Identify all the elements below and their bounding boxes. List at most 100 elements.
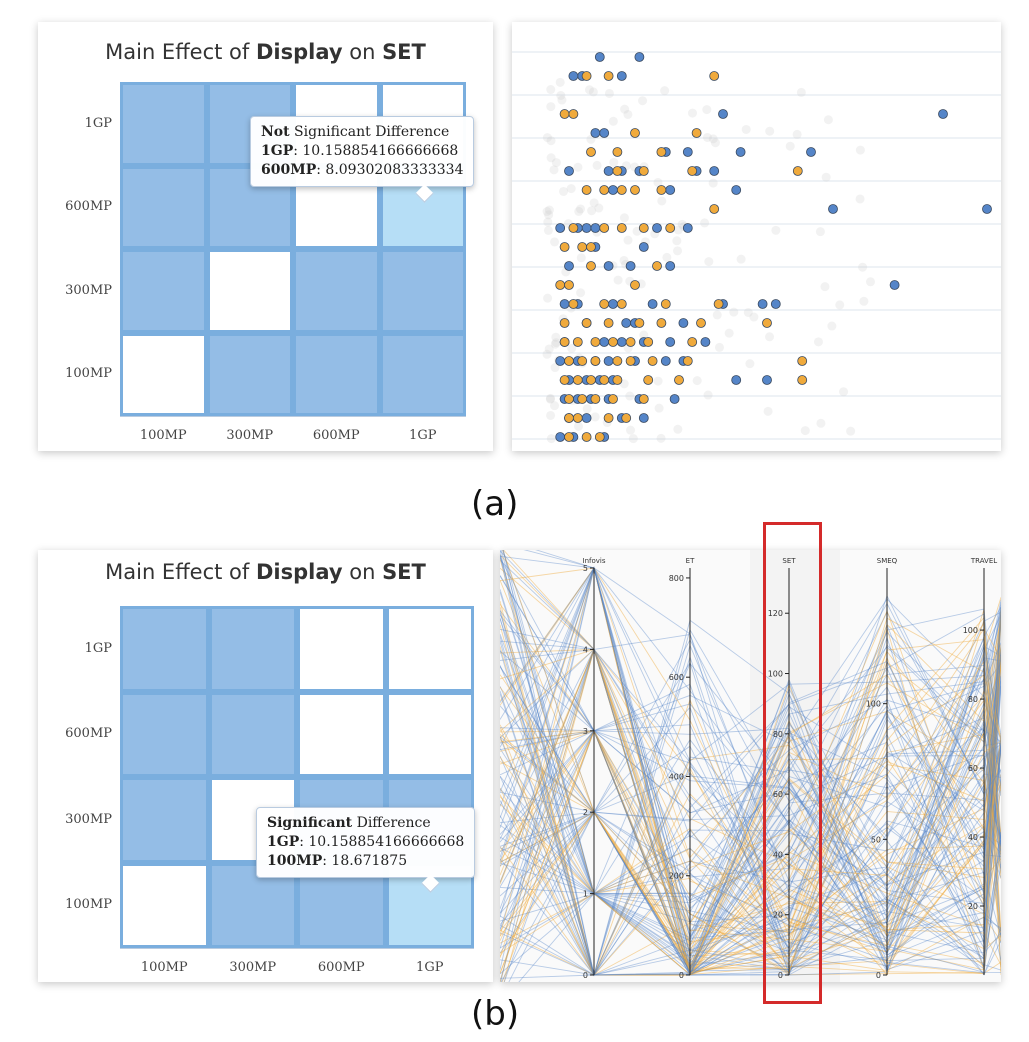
scatter-point-blue[interactable] bbox=[665, 185, 676, 195]
scatter-point-orange[interactable] bbox=[555, 280, 566, 290]
scatter-point-orange[interactable] bbox=[586, 375, 596, 385]
scatter-point-orange[interactable] bbox=[559, 337, 570, 347]
scatter-point-orange[interactable] bbox=[599, 223, 610, 233]
scatter-point-orange[interactable] bbox=[621, 413, 632, 423]
scatter-point-orange[interactable] bbox=[572, 375, 583, 385]
matrix-cell[interactable] bbox=[120, 606, 209, 692]
matrix-cell[interactable] bbox=[293, 249, 380, 333]
scatter-point-orange[interactable] bbox=[656, 147, 667, 157]
scatter-point-orange[interactable] bbox=[564, 432, 574, 442]
scatter-point-blue[interactable] bbox=[660, 356, 671, 366]
scatter-point-orange[interactable] bbox=[616, 223, 627, 233]
scatter-point-orange[interactable] bbox=[586, 242, 596, 252]
scatter-point-blue[interactable] bbox=[559, 299, 570, 309]
scatter-point-orange[interactable] bbox=[577, 394, 588, 404]
scatter-point-orange[interactable] bbox=[625, 337, 636, 347]
scatter-point-orange[interactable] bbox=[709, 71, 720, 81]
scatter-point-blue[interactable] bbox=[603, 166, 614, 176]
scatter-point-blue[interactable] bbox=[590, 128, 601, 138]
scatter-point-orange[interactable] bbox=[638, 166, 649, 176]
scatter-point-blue[interactable] bbox=[682, 147, 693, 157]
scatter-point-blue[interactable] bbox=[682, 223, 693, 233]
scatter-point-blue[interactable] bbox=[564, 261, 574, 271]
matrix-cell[interactable] bbox=[120, 691, 209, 777]
scatter-point-blue[interactable] bbox=[594, 52, 605, 62]
matrix-cell[interactable] bbox=[206, 332, 293, 416]
scatter-point-orange[interactable] bbox=[603, 318, 614, 328]
scatter-point-orange[interactable] bbox=[612, 147, 623, 157]
scatter-point-orange[interactable] bbox=[665, 223, 676, 233]
scatter-point-orange[interactable] bbox=[630, 185, 640, 195]
scatter-point-orange[interactable] bbox=[599, 299, 610, 309]
scatter-point-orange[interactable] bbox=[656, 185, 667, 195]
scatter-point-orange[interactable] bbox=[559, 242, 570, 252]
scatter-point-orange[interactable] bbox=[792, 166, 803, 176]
scatter-point-blue[interactable] bbox=[603, 356, 614, 366]
scatter-point-orange[interactable] bbox=[581, 71, 592, 81]
scatter-point-orange[interactable] bbox=[674, 375, 684, 385]
scatter-point-orange[interactable] bbox=[559, 375, 570, 385]
matrix-cell[interactable] bbox=[208, 606, 297, 692]
scatter-point-orange[interactable] bbox=[577, 356, 588, 366]
scatter-point-orange[interactable] bbox=[581, 185, 592, 195]
scatter-point-blue[interactable] bbox=[608, 185, 618, 195]
scatter-point-orange[interactable] bbox=[603, 413, 614, 423]
scatter-point-orange[interactable] bbox=[559, 318, 570, 328]
scatter-point-orange[interactable] bbox=[572, 337, 583, 347]
scatter-point-blue[interactable] bbox=[735, 147, 746, 157]
scatter-point-orange[interactable] bbox=[568, 223, 579, 233]
scatter-point-orange[interactable] bbox=[599, 185, 610, 195]
matrix-cell[interactable] bbox=[297, 691, 386, 777]
scatter-point-blue[interactable] bbox=[581, 223, 592, 233]
matrix-cell[interactable] bbox=[297, 606, 386, 692]
matrix-cell[interactable] bbox=[385, 606, 474, 692]
scatter-point-blue[interactable] bbox=[709, 166, 720, 176]
scatter-point-orange[interactable] bbox=[660, 299, 671, 309]
scatter-point-orange[interactable] bbox=[559, 109, 570, 119]
matrix-cell[interactable] bbox=[120, 165, 207, 249]
matrix-cell[interactable] bbox=[379, 249, 466, 333]
scatter-point-blue[interactable] bbox=[616, 71, 627, 81]
scatter-point-blue[interactable] bbox=[762, 375, 772, 385]
matrix-cell[interactable] bbox=[208, 691, 297, 777]
matrix-cell[interactable] bbox=[379, 332, 466, 416]
scatter-point-blue[interactable] bbox=[616, 337, 627, 347]
scatter-point-orange[interactable] bbox=[586, 147, 596, 157]
matrix-cell[interactable] bbox=[206, 249, 293, 333]
scatter-point-blue[interactable] bbox=[731, 375, 742, 385]
scatter-point-orange[interactable] bbox=[643, 337, 654, 347]
scatter-point-orange[interactable] bbox=[634, 318, 645, 328]
scatter-point-orange[interactable] bbox=[564, 413, 574, 423]
scatter-point-blue[interactable] bbox=[638, 242, 649, 252]
scatter-point-orange[interactable] bbox=[638, 394, 649, 404]
scatter-point-orange[interactable] bbox=[581, 432, 592, 442]
scatter-point-orange[interactable] bbox=[696, 318, 706, 328]
scatter-point-orange[interactable] bbox=[612, 356, 623, 366]
scatter-point-orange[interactable] bbox=[630, 128, 640, 138]
scatter-point-blue[interactable] bbox=[669, 394, 680, 404]
scatter-point-blue[interactable] bbox=[568, 71, 579, 81]
scatter-point-orange[interactable] bbox=[687, 166, 698, 176]
scatter-point-orange[interactable] bbox=[590, 337, 601, 347]
matrix-cell[interactable] bbox=[120, 862, 209, 948]
scatter-point-orange[interactable] bbox=[586, 261, 596, 271]
scatter-point-blue[interactable] bbox=[625, 261, 636, 271]
matrix-cell[interactable] bbox=[120, 82, 207, 166]
matrix-cell[interactable] bbox=[385, 691, 474, 777]
scatter-point-orange[interactable] bbox=[577, 242, 588, 252]
scatter-point-blue[interactable] bbox=[599, 128, 610, 138]
scatter-point-blue[interactable] bbox=[731, 185, 742, 195]
scatter-point-blue[interactable] bbox=[590, 223, 601, 233]
matrix-cell[interactable] bbox=[293, 332, 380, 416]
scatter-point-orange[interactable] bbox=[797, 375, 808, 385]
scatter-point-blue[interactable] bbox=[700, 337, 711, 347]
scatter-point-blue[interactable] bbox=[564, 166, 574, 176]
scatter-point-blue[interactable] bbox=[581, 413, 592, 423]
scatter-point-orange[interactable] bbox=[630, 280, 640, 290]
scatter-point-blue[interactable] bbox=[718, 109, 728, 119]
scatter-point-orange[interactable] bbox=[616, 299, 627, 309]
scatter-point-orange[interactable] bbox=[608, 394, 618, 404]
scatter-point-blue[interactable] bbox=[828, 204, 838, 214]
scatter-point-blue[interactable] bbox=[555, 356, 566, 366]
scatter-point-orange[interactable] bbox=[603, 71, 614, 81]
